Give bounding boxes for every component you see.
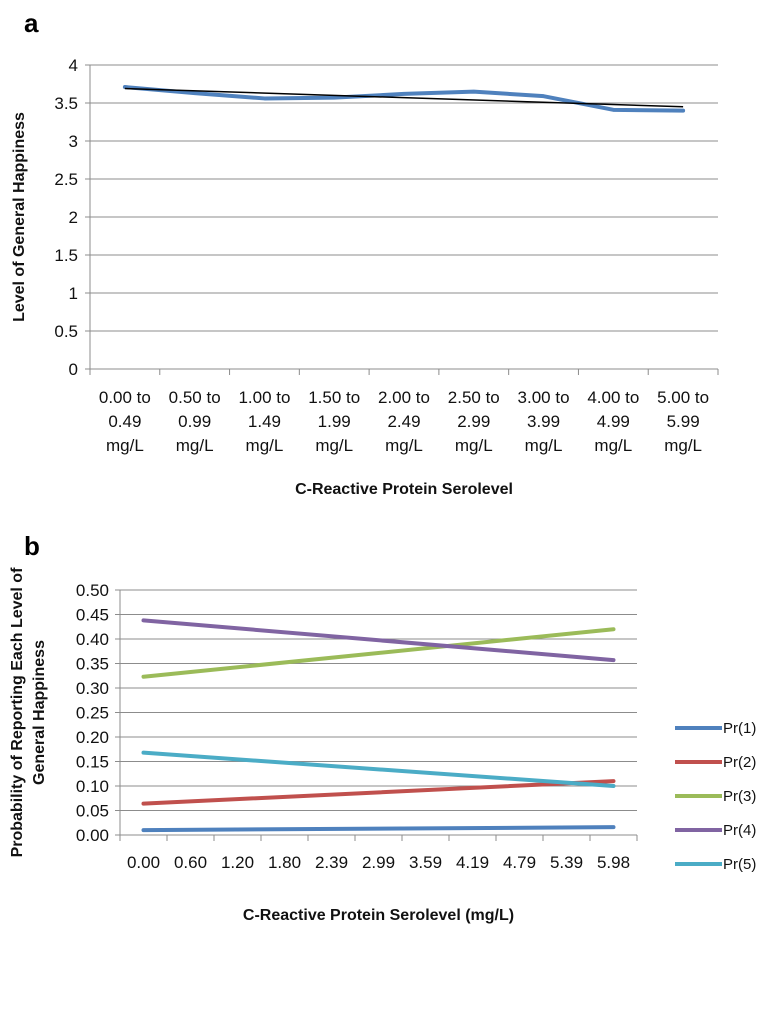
- ytick-label-b: 0.25: [76, 704, 109, 723]
- xtick-label-line-a: 3.99: [527, 412, 560, 431]
- xtick-label-line-a: 1.99: [318, 412, 351, 431]
- ytick-label-a: 3: [69, 132, 78, 151]
- panel-b-label: b: [24, 531, 40, 561]
- xtick-label-line-a: 2.50 to: [448, 388, 500, 407]
- xtick-label-b: 1.20: [221, 853, 254, 872]
- ytick-label-a: 0.5: [54, 322, 78, 341]
- xtick-label-line-a: mg/L: [106, 436, 144, 455]
- xtick-label-b: 2.99: [362, 853, 395, 872]
- legend-label: Pr(1): [723, 720, 756, 737]
- ytick-label-b: 0.00: [76, 826, 109, 845]
- xtick-label-a: 2.50 to 2.99 mg/L: [448, 388, 500, 455]
- ytick-label-a: 3.5: [54, 94, 78, 113]
- ytick-label-a: 1: [69, 284, 78, 303]
- xtick-label-a: 4.00 to 4.99 mg/L: [587, 388, 639, 455]
- series-line-Pr(5): [141, 750, 616, 788]
- xtick-label-a: 0.00 to 0.49 mg/L: [99, 388, 151, 455]
- xtick-label-b: 3.59: [409, 853, 442, 872]
- series-line-a: [122, 85, 686, 113]
- xtick-label-b: 4.79: [503, 853, 536, 872]
- xtick-label-line-a: 2.99: [457, 412, 490, 431]
- xtick-label-b: 0.60: [174, 853, 207, 872]
- ytick-label-b: 0.20: [76, 728, 109, 747]
- xtick-label-line-a: 5.99: [667, 412, 700, 431]
- xtick-label-b: 0.00: [127, 853, 160, 872]
- ytick-label-b: 0.10: [76, 777, 109, 796]
- xtick-label-line-a: mg/L: [246, 436, 284, 455]
- legend-label: Pr(3): [723, 788, 756, 805]
- xtick-label-b: 2.39: [315, 853, 348, 872]
- legend-label: Pr(5): [723, 856, 756, 873]
- xtick-label-a: 5.00 to 5.99 mg/L: [657, 388, 709, 455]
- chart-a: 00.511.522.533.540.00 to 0.49 mg/L0.50 to 0…: [11, 56, 719, 498]
- xtick-label-line-a: 4.99: [597, 412, 630, 431]
- xtick-label-line-a: mg/L: [455, 436, 493, 455]
- xtick-label-line-a: 5.00 to: [657, 388, 709, 407]
- ytick-label-b: 0.35: [76, 655, 109, 674]
- xtick-label-a: 2.00 to 2.49 mg/L: [378, 388, 430, 455]
- xtick-label-a: 1.00 to 1.49 mg/L: [238, 388, 290, 455]
- ytick-label-a: 2.5: [54, 170, 78, 189]
- xtick-label-line-a: mg/L: [176, 436, 214, 455]
- xtick-label-line-a: mg/L: [315, 436, 353, 455]
- ytick-label-b: 0.40: [76, 630, 109, 649]
- xtick-label-a: 3.00 to 3.99 mg/L: [518, 388, 570, 455]
- xtick-label-a: 0.50 to 0.99 mg/L: [169, 388, 221, 455]
- ytick-label-b: 0.30: [76, 679, 109, 698]
- chart-b: 0.00 0.05 0.10 0.15 0.20 0.25 0.30 0.35 0.40 0.45…: [9, 567, 756, 924]
- ytick-label-b: 0.50: [76, 581, 109, 600]
- series-line-Pr(2): [141, 779, 616, 806]
- y-axis-title-a: Level of General Happiness: [11, 112, 28, 322]
- xtick-label-b: 1.80: [268, 853, 301, 872]
- y-axis-title-b-line1: Probability of Reporting Each Level of: [9, 567, 26, 857]
- xtick-label-line-a: 1.50 to: [308, 388, 360, 407]
- ytick-label-a: 4: [69, 56, 78, 75]
- xtick-label-line-a: 0.00 to: [99, 388, 151, 407]
- xtick-label-line-a: 1.00 to: [238, 388, 290, 407]
- ytick-label-b: 0.15: [76, 753, 109, 772]
- xtick-label-a: 1.50 to 1.99 mg/L: [308, 388, 360, 455]
- xtick-label-line-a: 0.49: [108, 412, 141, 431]
- series-line-Pr(1): [141, 825, 616, 833]
- xtick-label-line-a: mg/L: [664, 436, 702, 455]
- ytick-label-b: 0.05: [76, 802, 109, 821]
- xtick-label-line-a: 0.99: [178, 412, 211, 431]
- ytick-label-b: 0.45: [76, 606, 109, 625]
- x-axis-title-b: C-Reactive Protein Serolevel (mg/L): [243, 907, 514, 924]
- legend-label: Pr(2): [723, 754, 756, 771]
- xtick-label-line-a: 4.00 to: [587, 388, 639, 407]
- ytick-label-a: 1.5: [54, 246, 78, 265]
- xtick-label-line-a: 0.50 to: [169, 388, 221, 407]
- xtick-label-line-a: 2.00 to: [378, 388, 430, 407]
- series-line-Pr(4): [141, 618, 616, 663]
- xtick-label-line-a: mg/L: [385, 436, 423, 455]
- ytick-label-a: 2: [69, 208, 78, 227]
- xtick-label-b: 5.98: [597, 853, 630, 872]
- xtick-label-b: 5.39: [550, 853, 583, 872]
- xtick-label-line-a: 2.49: [387, 412, 420, 431]
- x-axis-title-a: C-Reactive Protein Serolevel: [295, 481, 513, 498]
- series-line-Pr(3): [141, 627, 616, 679]
- xtick-label-b: 4.19: [456, 853, 489, 872]
- ytick-label-a: 0: [69, 360, 78, 379]
- panel-a-label: a: [24, 8, 39, 38]
- trendline-a: [124, 87, 684, 108]
- xtick-label-line-a: 3.00 to: [518, 388, 570, 407]
- y-axis-title-b-line2: General Happiness: [31, 640, 48, 785]
- xtick-label-line-a: 1.49: [248, 412, 281, 431]
- xtick-label-line-a: mg/L: [594, 436, 632, 455]
- legend-label: Pr(4): [723, 822, 756, 839]
- xtick-label-line-a: mg/L: [525, 436, 563, 455]
